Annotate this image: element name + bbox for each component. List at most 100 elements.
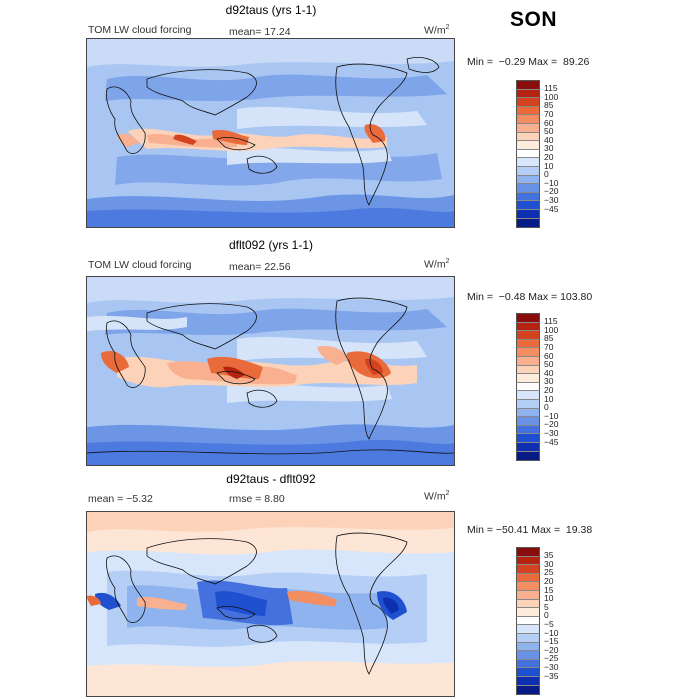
colorbar-tick-label: 20 [544,575,554,586]
colorbar-tick-label: 70 [544,341,554,352]
colorbar-tick-label: −10 [544,177,559,188]
colorbar-swatch [516,424,540,435]
colorbar-swatch [516,416,540,426]
colorbar-swatch [516,555,540,566]
colorbar-swatch [516,321,540,332]
colorbar-tick-label: −10 [544,410,559,421]
colorbar-swatch [516,390,540,400]
panel-2-title: dflt092 (yrs 1-1) [228,238,314,252]
colorbar-tick-label: −20 [544,419,559,430]
panel-3-title: d92taus - dflt092 [226,472,316,486]
colorbar-swatch [516,442,540,452]
colorbar-swatch [516,217,540,229]
colorbar-tick-label: −45 [544,436,559,447]
colorbar-tick-label: 0 [544,610,549,621]
colorbar-swatch [516,347,540,357]
colorbar-swatch [516,174,540,185]
colorbar-tick-label: −10 [544,627,559,638]
panel-1-units: W/m2 [424,24,450,37]
colorbar-tick-label: 5 [544,601,549,612]
panel-2-map-field [87,277,454,465]
panel-1-stat-label: mean= 17.24 [229,26,291,38]
colorbar-tick-label: −30 [544,427,559,438]
colorbar-swatch [516,624,540,634]
colorbar-tick-label: 60 [544,350,554,361]
colorbar-tick-label: 0 [544,402,549,413]
colorbar-tick-label: 30 [544,143,554,154]
colorbar-tick-label: 30 [544,376,554,387]
colorbar-swatch [516,131,540,142]
colorbar-swatch [516,105,540,116]
colorbar-tick-label: 20 [544,151,554,162]
season-title: SON [510,8,558,31]
colorbar-tick-label: −15 [544,636,559,647]
panel-3-map [86,511,455,697]
colorbar-swatch [516,313,540,323]
colorbar-tick-label: 60 [544,117,554,128]
colorbar-tick-label: −35 [544,670,559,681]
colorbar-swatch [516,607,540,617]
colorbar-tick-label: 50 [544,126,554,137]
panel-3-map-field [87,512,454,696]
colorbar-tick-label: −45 [544,203,559,214]
panel-3-minmax: Min = −50.41 Max = 19.38 [467,524,593,536]
colorbar-tick-label: 40 [544,367,554,378]
colorbar-swatch [516,658,540,669]
colorbar-swatch [516,114,540,124]
colorbar-swatch [516,547,540,557]
colorbar-swatch [516,407,540,418]
colorbar-tick-label: 25 [544,567,554,578]
colorbar-swatch [516,209,540,219]
panel-1-minmax: Min = −0.29 Max = 89.26 [467,56,590,68]
colorbar-tick-label: 70 [544,108,554,119]
panel-3-left-label: mean = −5.32 [88,493,153,505]
colorbar-swatch [516,88,540,99]
colorbar-swatch [516,572,540,583]
colorbar-tick-label: 115 [544,83,558,94]
panel-2-left-label: TOM LW cloud forcing [88,259,192,271]
colorbar-tick-label: 100 [544,91,559,102]
colorbar-swatch [516,166,540,176]
colorbar-tick-label: 15 [544,584,554,595]
panel-1-map [86,38,455,228]
colorbar-swatch [516,148,540,159]
panel-1-left-label: TOM LW cloud forcing [88,24,192,36]
colorbar-tick-label: 50 [544,359,554,370]
colorbar-swatch [516,140,540,150]
colorbar-swatch [516,191,540,202]
colorbar-swatch [516,615,540,626]
panel-2-minmax: Min = −0.48 Max = 103.80 [467,291,593,303]
panel-3-units: W/m2 [424,490,450,503]
colorbar-swatch [516,123,540,133]
colorbar-tick-label: −20 [544,644,559,655]
colorbar-tick-label: −30 [544,661,559,672]
panel-1-title: d92taus (yrs 1-1) [225,3,317,17]
colorbar-tick-label: 0 [544,169,549,180]
colorbar-swatch [516,667,540,677]
colorbar-tick-label: 30 [544,558,554,569]
colorbar-tick-label: 10 [544,160,554,171]
colorbar-swatch [516,433,540,443]
colorbar-swatch [516,450,540,462]
colorbar-swatch [516,650,540,660]
colorbar-swatch [516,590,540,600]
colorbar-swatch [516,200,540,210]
panel-2-units: W/m2 [424,258,450,271]
colorbar-tick-label: 85 [544,333,554,344]
colorbar-swatch [516,330,540,340]
colorbar-tick-label: −25 [544,653,559,664]
colorbar-swatch [516,364,540,375]
colorbar-swatch [516,80,540,90]
colorbar-swatch [516,684,540,696]
colorbar-swatch [516,633,540,643]
colorbar-swatch [516,157,540,167]
colorbar-swatch [516,338,540,349]
panel-2-map [86,276,455,466]
colorbar-tick-label: 10 [544,593,554,604]
colorbar-swatch [516,183,540,193]
colorbar-swatch [516,399,540,409]
colorbar-tick-label: 100 [544,324,559,335]
colorbar-swatch [516,373,540,383]
panel-2-stat-label: mean= 22.56 [229,261,291,273]
colorbar-swatch [516,581,540,591]
